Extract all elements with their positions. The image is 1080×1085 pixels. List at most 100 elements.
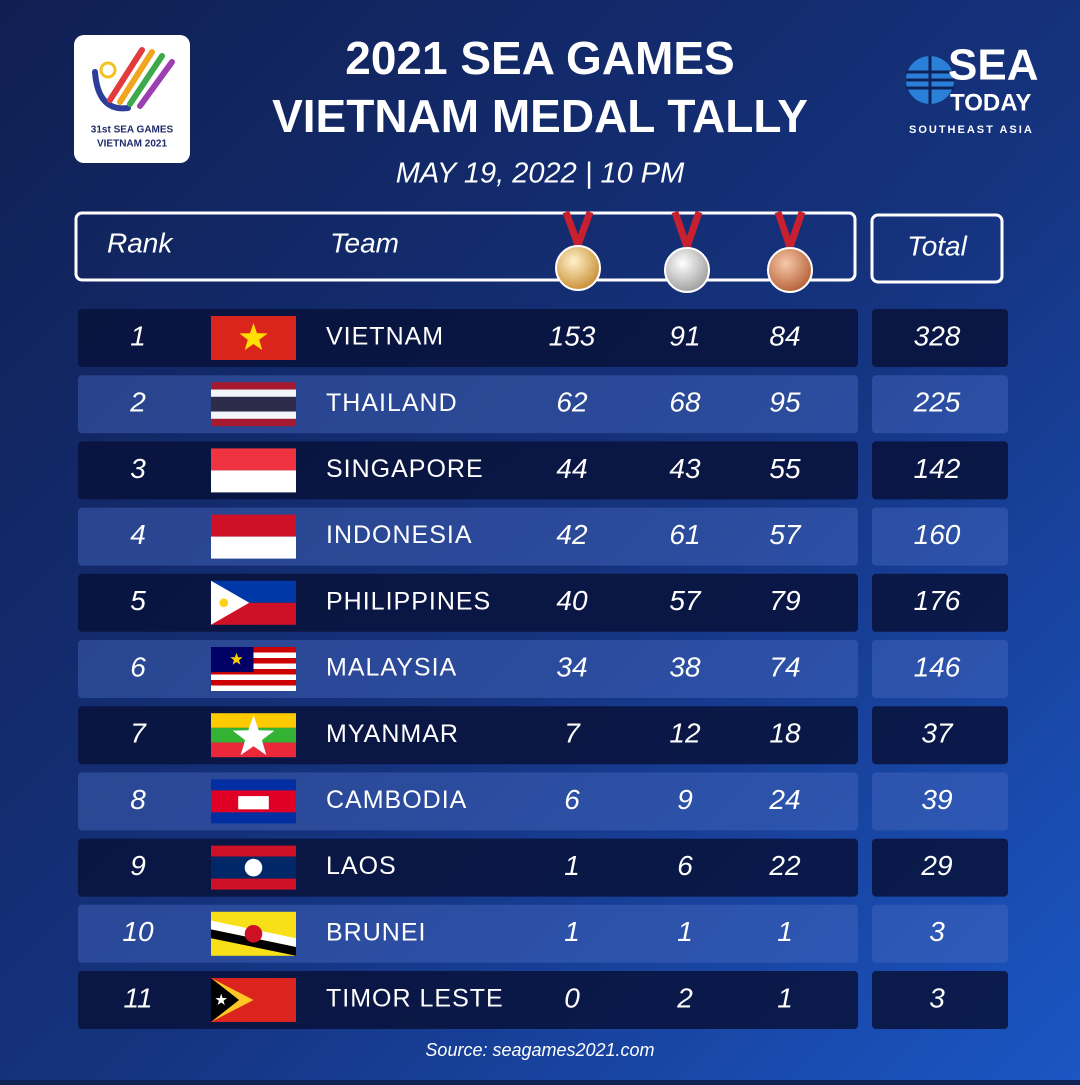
row-total-background [872,507,1008,566]
flag-stripe [211,382,296,390]
flag-stripe [211,470,296,493]
table-cell: 79 [769,585,800,616]
table-cell: 68 [669,387,701,418]
row-total-background [872,640,1008,698]
table-cell: 57 [769,519,802,550]
flag [211,316,296,360]
flag [211,845,296,890]
flag [211,514,296,559]
row-total-background [872,309,1008,367]
table-row: 10 BRUNEI 1 1 1 3 [78,904,1008,963]
flag-stripe [211,812,296,824]
row-total-background [872,904,1008,963]
team-name: BRUNEI [326,918,426,946]
title: 2021 SEA GAMES [345,32,734,84]
table-row: 2 THAILAND 62 68 95 225 [78,375,1008,434]
table-cell: 176 [914,585,961,616]
table-cell: 7 [130,718,147,749]
table-row: 3 SINGAPORE 44 43 55 142 [78,441,1008,500]
table-cell: 1 [777,916,793,947]
team-name: INDONESIA [326,521,473,549]
table-row: 7 MYANMAR 7 12 18 37 [78,706,1008,765]
table-cell: 146 [914,651,961,682]
table-cell: 1 [677,916,693,947]
row-total-background [872,772,1008,831]
table-cell: 5 [130,585,146,616]
table-cell: 22 [768,850,801,881]
row-background [78,375,858,434]
table-cell: 7 [564,718,581,749]
column-header: Rank [107,227,174,258]
table-cell: 11 [123,982,152,1013]
table-cell: 2 [676,982,693,1013]
flag-star [230,652,243,665]
table-cell: 6 [130,651,146,682]
row-background [78,309,858,367]
table-cell: 9 [677,784,693,815]
flag-stripe [211,674,296,680]
row-total-background [872,706,1008,765]
brand-globe [906,56,954,104]
column-header: Team [330,227,399,258]
table-cell: 61 [669,519,700,550]
table-row: 8 CAMBODIA 6 9 24 39 [78,772,1008,831]
row-total-background [872,573,1008,632]
table-cell: 44 [556,453,587,484]
table-cell: 6 [677,850,693,881]
header-box [870,213,1004,284]
brand-tagline: SOUTHEAST ASIA [909,124,1034,136]
flag [211,911,296,956]
table-cell: 91 [669,320,700,351]
brand-name: TODAY [950,89,1031,116]
team-name: VIETNAM [326,323,444,351]
row-background [78,706,858,765]
table-cell: 18 [769,718,801,749]
row-background [78,838,858,897]
table-cell: 6 [564,784,580,815]
table-row: 11 TIMOR LESTE 0 2 1 3 [78,971,1008,1029]
header-box [74,211,857,282]
brand-name: SEA [948,41,1038,90]
table-row: 6 MALAYSIA 34 38 74 146 [78,640,1008,698]
flag [211,448,296,493]
table-cell: 42 [556,519,588,550]
flag-stripe [211,389,296,397]
table-cell: 57 [669,585,702,616]
table-cell: 62 [556,387,588,418]
table-cell: 74 [769,651,800,682]
logo-text: VIETNAM 2021 [97,139,167,150]
flag [211,978,296,1022]
date: MAY 19, 2022 | 10 PM [396,158,685,190]
table-cell: 1 [777,982,793,1013]
table-cell: 2 [129,387,146,418]
table-row: 4 INDONESIA 42 61 57 160 [78,507,1008,566]
team-name: MALAYSIA [326,654,457,682]
table-row: 5 PHILIPPINES 40 57 79 176 [78,573,1008,632]
flag-stripe [211,878,296,890]
table-cell: 38 [669,651,701,682]
table-cell: 12 [669,718,701,749]
flag-stripe [211,448,296,471]
row-total-background [872,441,1008,500]
table-cell: 3 [929,916,945,947]
table-cell: 39 [921,784,952,815]
flag-disc [244,858,263,877]
table-cell: 3 [929,982,945,1013]
row-total-background [872,375,1008,434]
team-name: THAILAND [326,389,458,417]
table-cell: 84 [769,320,800,351]
flag-canton [211,647,254,673]
row-total-background [872,838,1008,897]
table-cell: 3 [130,453,146,484]
flag-stripe [211,411,296,419]
table-cell: 0 [564,982,580,1013]
flag [211,779,296,824]
table-cell: 328 [914,320,961,351]
table-cell: 95 [769,387,801,418]
flag-emblem [244,925,263,943]
flag [211,713,296,758]
table-cell: 1 [564,916,580,947]
flag-stripe [211,514,296,537]
